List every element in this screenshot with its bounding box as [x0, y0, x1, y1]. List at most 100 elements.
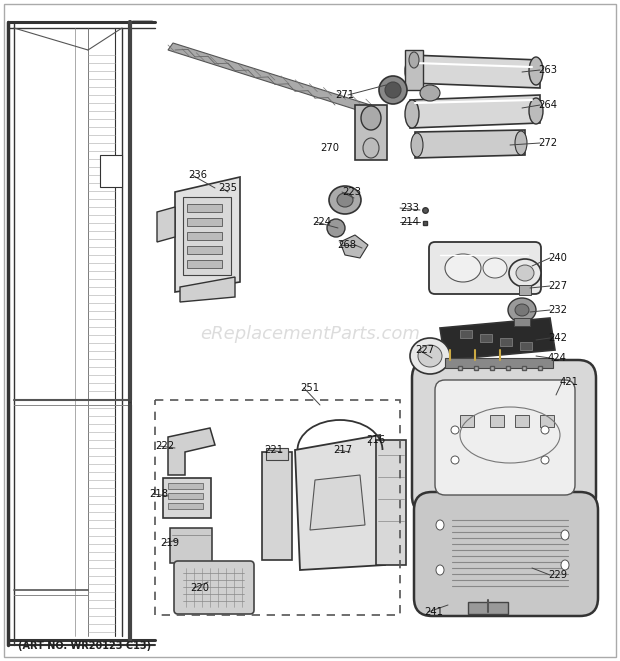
Ellipse shape — [529, 98, 543, 124]
Text: 421: 421 — [560, 377, 579, 387]
Text: 224: 224 — [312, 217, 331, 227]
Bar — [100, 155, 122, 187]
FancyBboxPatch shape — [174, 561, 254, 614]
Polygon shape — [175, 177, 240, 292]
Polygon shape — [168, 428, 215, 475]
Bar — [187, 246, 222, 254]
Text: 218: 218 — [149, 489, 168, 499]
Polygon shape — [415, 130, 525, 158]
Bar — [376, 440, 406, 565]
Text: 235: 235 — [218, 183, 237, 193]
Ellipse shape — [379, 76, 407, 104]
Ellipse shape — [509, 259, 541, 287]
Bar — [468, 602, 508, 614]
Bar — [445, 358, 553, 368]
Polygon shape — [410, 95, 540, 128]
Ellipse shape — [410, 338, 450, 374]
Text: 271: 271 — [335, 90, 354, 100]
Ellipse shape — [451, 426, 459, 434]
Text: 216: 216 — [366, 435, 385, 445]
Text: 214: 214 — [400, 217, 419, 227]
Text: 227: 227 — [548, 281, 567, 291]
Ellipse shape — [483, 258, 507, 278]
Bar — [460, 415, 474, 427]
Bar — [163, 478, 211, 518]
Ellipse shape — [541, 456, 549, 464]
Bar — [520, 342, 532, 350]
Ellipse shape — [385, 82, 401, 98]
Text: 217: 217 — [333, 445, 352, 455]
Text: 240: 240 — [548, 253, 567, 263]
Ellipse shape — [445, 254, 481, 282]
Ellipse shape — [516, 265, 534, 281]
Polygon shape — [157, 207, 175, 242]
Text: 264: 264 — [538, 100, 557, 110]
Ellipse shape — [361, 106, 381, 130]
Ellipse shape — [561, 560, 569, 570]
Bar — [187, 204, 222, 212]
Text: 233: 233 — [400, 203, 419, 213]
FancyBboxPatch shape — [435, 380, 575, 495]
Text: 424: 424 — [548, 353, 567, 363]
Bar — [170, 528, 212, 563]
Bar — [515, 415, 529, 427]
Text: eReplacementParts.com: eReplacementParts.com — [200, 325, 420, 343]
Text: 222: 222 — [155, 441, 174, 451]
Text: 270: 270 — [320, 143, 339, 153]
FancyBboxPatch shape — [412, 360, 596, 514]
Polygon shape — [340, 235, 368, 258]
Ellipse shape — [329, 186, 361, 214]
Ellipse shape — [327, 219, 345, 237]
Ellipse shape — [418, 345, 442, 367]
Text: 272: 272 — [538, 138, 557, 148]
Text: 223: 223 — [342, 187, 361, 197]
Bar — [168, 503, 203, 509]
Bar — [262, 452, 292, 560]
Bar — [168, 493, 203, 499]
Polygon shape — [180, 277, 235, 302]
Ellipse shape — [515, 304, 529, 316]
Bar — [187, 260, 222, 268]
Ellipse shape — [529, 57, 543, 85]
Text: 242: 242 — [548, 333, 567, 343]
Text: 232: 232 — [548, 305, 567, 315]
Polygon shape — [410, 55, 540, 88]
Polygon shape — [310, 475, 365, 530]
Ellipse shape — [420, 85, 440, 101]
Ellipse shape — [363, 138, 379, 158]
Ellipse shape — [411, 133, 423, 157]
Bar — [500, 338, 512, 346]
Ellipse shape — [405, 57, 419, 85]
Text: 263: 263 — [538, 65, 557, 75]
Bar — [187, 232, 222, 240]
Bar — [519, 285, 531, 295]
Polygon shape — [168, 43, 380, 116]
Ellipse shape — [436, 565, 444, 575]
Ellipse shape — [541, 426, 549, 434]
Text: 241: 241 — [424, 607, 443, 617]
Text: 268: 268 — [337, 240, 356, 250]
Text: 221: 221 — [264, 445, 283, 455]
Bar — [155, 400, 400, 615]
Text: (ART NO. WR20123 C13): (ART NO. WR20123 C13) — [18, 641, 151, 651]
Text: 227: 227 — [415, 345, 434, 355]
Text: 220: 220 — [190, 583, 209, 593]
Polygon shape — [295, 435, 385, 570]
Bar — [187, 218, 222, 226]
Bar — [540, 415, 554, 427]
Ellipse shape — [405, 100, 419, 128]
Text: 219: 219 — [160, 538, 179, 548]
Bar — [168, 483, 203, 489]
Bar — [460, 330, 472, 338]
Bar — [490, 415, 504, 427]
FancyBboxPatch shape — [414, 492, 598, 616]
Bar — [405, 50, 423, 90]
FancyBboxPatch shape — [429, 242, 541, 294]
Bar — [514, 318, 530, 326]
Text: 236: 236 — [188, 170, 207, 180]
Bar — [480, 334, 492, 342]
Text: 251: 251 — [300, 383, 319, 393]
Ellipse shape — [515, 131, 527, 155]
Bar — [266, 448, 288, 460]
Ellipse shape — [561, 530, 569, 540]
